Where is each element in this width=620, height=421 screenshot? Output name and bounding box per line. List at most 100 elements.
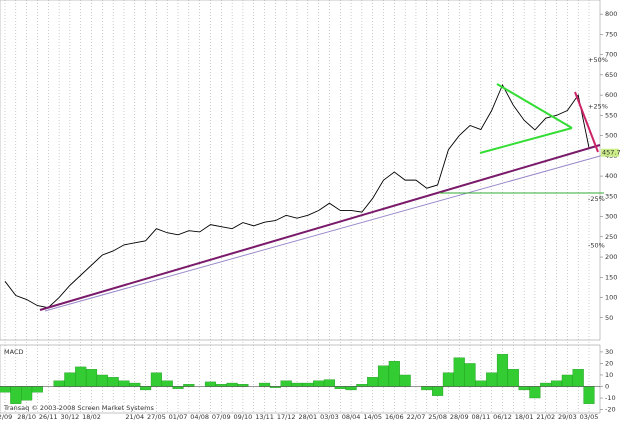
macd-bar <box>540 382 552 387</box>
footer: Transaq © 2003-2008 Screen Market System… <box>3 404 154 412</box>
y-tick-label: 30 <box>605 348 613 356</box>
trend-line <box>44 155 601 312</box>
macd-bar <box>215 384 227 387</box>
macd-bar <box>475 380 487 387</box>
macd-bar <box>204 381 217 387</box>
x-tick-label: 28/10 <box>17 413 36 421</box>
x-tick-label: 18/01 <box>515 413 534 421</box>
percent-label: -25% <box>588 195 605 203</box>
y-tick-label: 800 <box>605 10 617 18</box>
macd-bar <box>10 386 22 404</box>
y-tick-label: 750 <box>605 30 617 38</box>
macd-bar <box>226 382 238 387</box>
x-tick-label: 28/09 <box>450 413 469 421</box>
x-tick-label: 08/04 <box>342 413 361 421</box>
y-tick-label: 650 <box>605 71 617 79</box>
marks <box>0 83 600 404</box>
macd-bar <box>442 372 454 387</box>
macd-bar <box>53 380 65 387</box>
percent-label: -50% <box>588 241 605 249</box>
macd-bar <box>85 369 98 387</box>
macd-bar <box>161 380 173 387</box>
macd-bar <box>118 380 130 387</box>
macd-bar <box>453 357 465 387</box>
y-tick-label: 50 <box>605 314 613 322</box>
macd-bar <box>529 386 541 399</box>
macd-bar <box>334 386 346 389</box>
macd-bar <box>258 382 271 387</box>
macd-bar <box>302 382 314 387</box>
y-tick-label: 0 <box>605 382 609 390</box>
y-tick-label: 100 <box>605 294 617 302</box>
macd-bar <box>367 377 379 387</box>
macd-bar <box>518 386 530 391</box>
x-tick-label: 2/09 <box>0 413 12 421</box>
x-tick-label: 28/01 <box>298 413 317 421</box>
y-tick-label: 600 <box>605 91 617 99</box>
y-tick-label: 250 <box>605 233 617 241</box>
y-tick-label: 150 <box>605 273 617 281</box>
x-tick-label: 22/07 <box>407 413 426 421</box>
y-tick-label: 200 <box>605 253 617 261</box>
x-tick-label: 09/10 <box>234 413 253 421</box>
triangle-line <box>496 83 573 129</box>
macd-bar <box>96 374 108 387</box>
macd-bar <box>323 379 336 387</box>
y-tick-label: 700 <box>605 51 617 59</box>
percent-label: +50% <box>588 56 608 64</box>
macd-bar <box>356 384 368 387</box>
macd-bar <box>464 363 476 387</box>
x-tick-label: 27/05 <box>147 413 166 421</box>
y-tick-label: -20 <box>605 406 616 414</box>
x-tick-label: 08/11 <box>471 413 490 421</box>
price-line <box>4 83 590 309</box>
macd-bar <box>345 386 357 391</box>
macd-bar <box>75 366 87 387</box>
macd-bar <box>550 380 563 387</box>
y-tick-label: -10 <box>605 394 616 402</box>
y-tick-label: 550 <box>605 111 617 119</box>
x-tick-label: 06/12 <box>493 413 512 421</box>
y-tick-label: 20 <box>605 359 613 367</box>
macd-bar <box>377 365 390 387</box>
y-tick-label: 10 <box>605 371 613 379</box>
x-tick-label: 16/06 <box>385 413 404 421</box>
macd-bar <box>486 372 498 387</box>
macd-bar <box>64 372 76 387</box>
macd-bar <box>421 386 433 391</box>
x-tick-label: 03/03 <box>320 413 339 421</box>
x-tick-label: 26/11 <box>39 413 58 421</box>
x-tick-label: 21/02 <box>536 413 555 421</box>
macd-bar <box>0 386 11 393</box>
x-tick-label: 13/11 <box>255 413 274 421</box>
macd-bar <box>280 380 292 387</box>
macd-bar <box>399 374 411 387</box>
x-tick-label: 14/05 <box>363 413 382 421</box>
x-tick-label: 17/12 <box>277 413 296 421</box>
macd-bar <box>140 386 152 391</box>
percent-label: +25% <box>588 102 608 110</box>
macd-bar <box>291 382 303 387</box>
triangle-line <box>479 127 573 154</box>
y-tick-label: 300 <box>605 213 617 221</box>
last-value-label: 457.7 <box>602 149 620 157</box>
x-tick-label: 07/09 <box>212 413 231 421</box>
macd-bar <box>496 354 509 387</box>
trend-line <box>574 91 599 153</box>
macd-bar <box>561 374 573 387</box>
x-tick-label: 01/07 <box>169 413 188 421</box>
macd-bar <box>237 384 249 387</box>
macd-bar <box>21 386 33 401</box>
y-tick-label: 350 <box>605 192 617 200</box>
macd-bar <box>172 386 184 389</box>
macd-bar <box>183 384 195 387</box>
macd-bar <box>583 386 595 404</box>
x-tick-label: 03/05 <box>580 413 599 421</box>
x-tick-label: 21/04 <box>125 413 144 421</box>
macd-bar <box>129 382 141 387</box>
x-tick-label: 25/08 <box>428 413 447 421</box>
y-tick-label: 500 <box>605 132 617 140</box>
price-panel <box>0 0 601 341</box>
macd-bar <box>107 377 119 387</box>
